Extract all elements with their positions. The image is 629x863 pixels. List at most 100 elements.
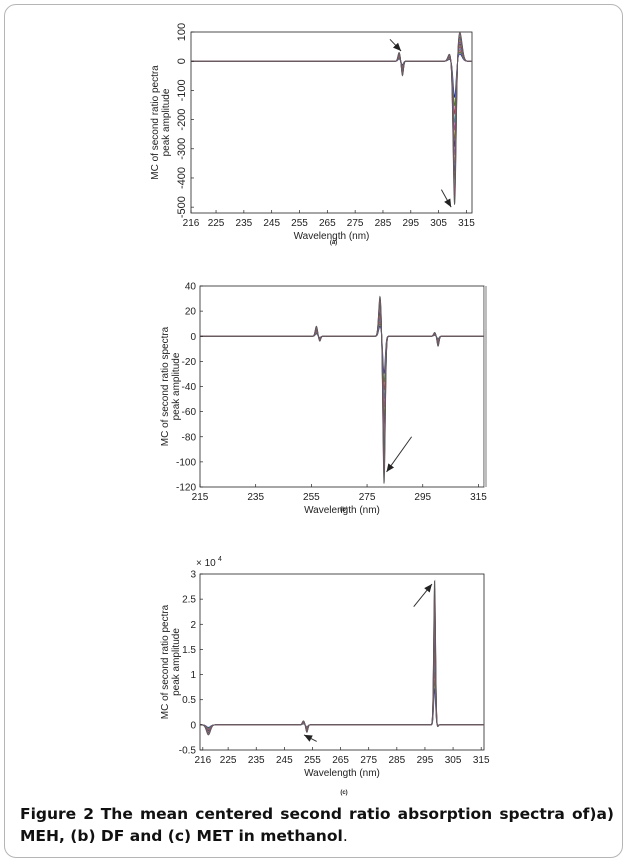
figure-frame [4,4,623,858]
x-tick-label: 255 [291,218,308,229]
x-tick-label: 305 [430,218,447,229]
y-axis-label: peak amplitude [171,628,182,696]
series-line [191,41,472,156]
panel-label: (c) [340,790,347,796]
y-tick-label: 2 [190,620,196,631]
series-line [191,35,472,189]
x-tick-label: 225 [208,218,225,229]
x-tick-label: 275 [359,492,376,503]
figure-label: Figure 2 [20,805,95,823]
series-line [200,613,484,734]
x-tick-label: 285 [388,755,405,766]
x-tick-label: 245 [263,218,280,229]
panel-label: (b) [340,507,348,513]
y-tick-label: -0.5 [179,746,197,757]
y-tick-label: 100 [176,23,188,41]
series-line [200,588,484,735]
panel-label: (a) [330,240,337,246]
y-exponent-label: × 10 [196,558,216,569]
series-line [200,654,484,731]
series-line [200,638,484,732]
series-group [200,579,484,736]
x-tick-label: 265 [319,218,336,229]
y-tick-label: 0.5 [182,695,196,706]
y-tick-label: 1.5 [182,645,196,656]
x-tick-label: 215 [192,492,209,503]
series-line [200,325,484,375]
plot-frame [190,31,473,214]
series-line [200,604,484,734]
series-line [200,304,484,450]
series-line [191,33,472,197]
x-tick-label: 315 [473,755,490,766]
series-line [200,300,484,467]
x-tick-label: 295 [402,218,419,229]
series-line [191,45,472,139]
y-tick-label: -60 [182,407,197,418]
series-line [200,309,484,433]
x-tick-label: 275 [360,755,377,766]
y-tick-label: -500 [176,196,188,218]
x-tick-label: 275 [347,218,364,229]
annotation-arrowhead [393,42,402,51]
series-line [200,671,484,729]
y-tick-label: 0 [190,332,196,343]
series-line [200,323,484,384]
series-line [200,297,484,476]
series-line [200,596,484,735]
series-line [200,679,484,729]
x-tick-label: 216 [183,218,200,229]
series-line [200,307,484,442]
series-line [191,36,472,180]
x-tick-label: 305 [445,755,462,766]
x-tick-label: 235 [236,218,253,229]
x-tick-label: 295 [414,492,431,503]
x-tick-label: 235 [248,755,265,766]
x-tick-label: 285 [375,218,392,229]
plot-frame [199,573,485,751]
series-line [191,40,472,164]
series-line [200,688,484,728]
x-tick-label: 265 [332,755,349,766]
y-tick-label: -100 [176,79,188,101]
y-tick-label: -400 [176,167,188,189]
series-group [191,32,472,205]
series-line [191,46,472,131]
y-tick-label: -40 [182,382,197,393]
series-line [200,321,484,391]
y-axis-label: MC of second ratio pectra [150,65,161,180]
panel-b-edge [484,286,487,487]
y-axis-label: MC of second ratio pectra [160,604,171,719]
x-tick-label: 245 [276,755,293,766]
series-line [200,663,484,730]
series-line [200,579,484,736]
annotation-arrowhead [424,584,432,593]
y-axis-label: peak amplitude [171,352,182,420]
annotation-arrowhead [304,734,313,742]
series-line [191,53,472,99]
series-group [200,295,484,484]
y-tick-label: -80 [182,432,197,443]
y-tick-label: 2.5 [182,595,196,606]
series-line [200,621,484,733]
series-line [200,314,484,416]
annotation-arrowhead [386,463,395,472]
y-tick-label: 1 [190,670,196,681]
series-line [191,48,472,124]
caption-period: . [342,827,348,845]
series-line [200,302,484,459]
x-tick-label: 255 [303,492,320,503]
y-tick-label: 0 [176,58,188,64]
series-line [191,51,472,107]
y-tick-label: 3 [190,570,196,581]
series-line [200,295,484,484]
x-axis-label: Wavelength (nm) [304,768,380,779]
x-tick-label: 225 [220,755,237,766]
x-tick-label: 315 [470,492,487,503]
y-tick-label: -200 [176,109,188,131]
caption-text: The mean centered second ratio absorptio… [20,805,614,845]
y-tick-label: -120 [176,483,196,494]
